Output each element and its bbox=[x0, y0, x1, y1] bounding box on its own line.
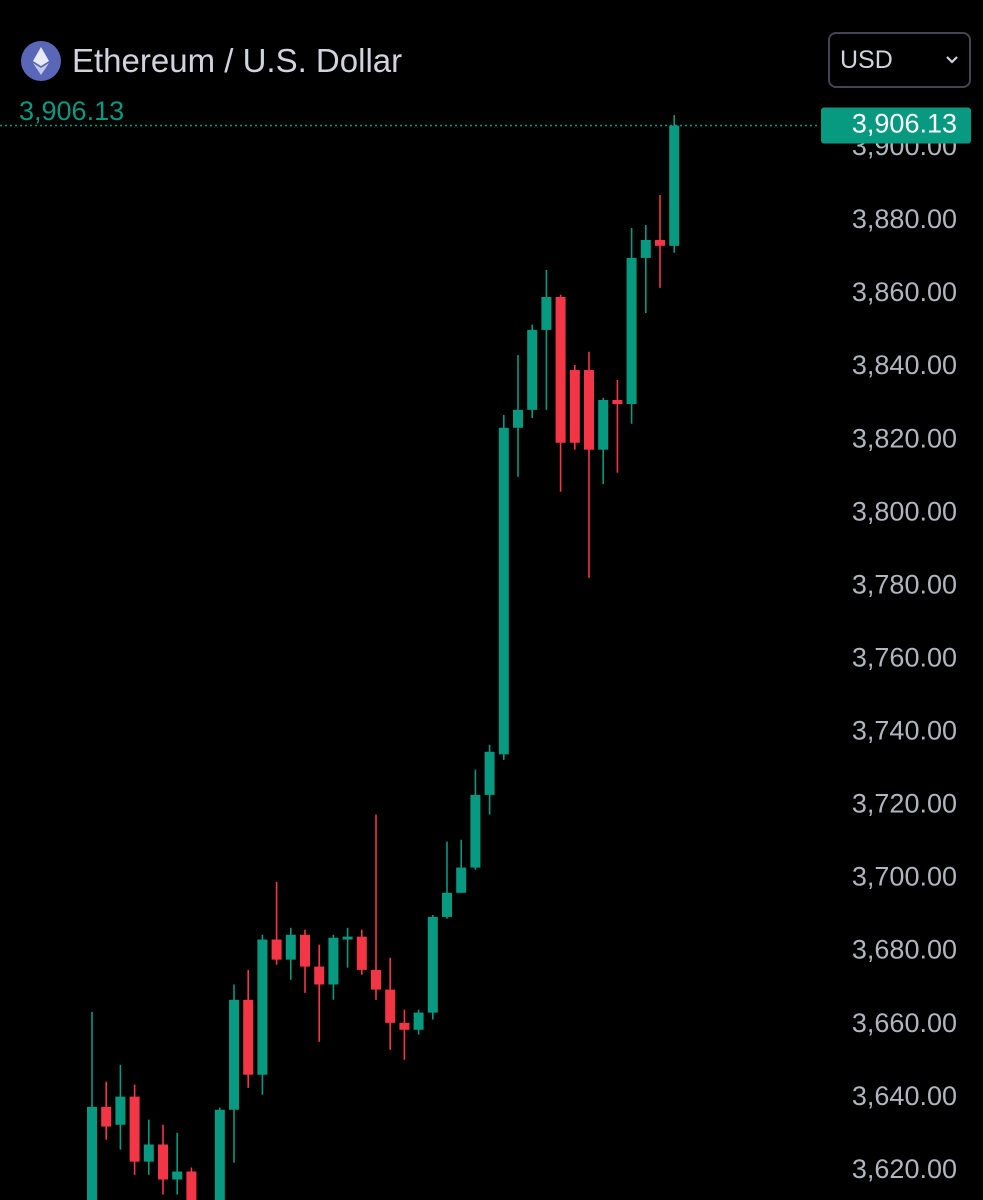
header: Ethereum / U.S. Dollar bbox=[20, 40, 402, 82]
last-price: 3,906.13 bbox=[0, 107, 971, 144]
candle-body bbox=[342, 936, 353, 940]
candle-body bbox=[569, 370, 580, 443]
y-tick-label: 3,760.00 bbox=[852, 642, 957, 672]
candle-body bbox=[172, 1171, 183, 1180]
candle-body bbox=[243, 999, 254, 1075]
candle-body bbox=[442, 892, 452, 917]
candle-body bbox=[87, 1106, 97, 1200]
y-tick-label: 3,680.00 bbox=[852, 935, 957, 965]
candles bbox=[87, 115, 680, 1200]
candle-body bbox=[356, 936, 367, 970]
candle-body bbox=[158, 1144, 168, 1180]
candle-body bbox=[498, 427, 509, 755]
candle-body bbox=[598, 400, 609, 450]
y-tick-label: 3,880.00 bbox=[852, 204, 957, 234]
candle-body bbox=[456, 867, 467, 893]
candle-body bbox=[371, 969, 381, 990]
candle-body bbox=[626, 257, 637, 405]
y-tick-label: 3,860.00 bbox=[852, 277, 957, 307]
candle-body bbox=[555, 296, 566, 443]
candle-body bbox=[413, 1012, 424, 1030]
candle-body bbox=[399, 1022, 410, 1030]
y-tick-label: 3,820.00 bbox=[852, 423, 957, 453]
currency-select[interactable]: USD bbox=[828, 32, 971, 88]
candle-body bbox=[186, 1171, 197, 1200]
candle-body bbox=[470, 794, 481, 868]
y-tick-label: 3,620.00 bbox=[852, 1154, 957, 1184]
candle-body bbox=[214, 1109, 225, 1200]
candle-body bbox=[143, 1144, 154, 1162]
candle-body bbox=[484, 751, 495, 795]
chevron bbox=[946, 56, 958, 64]
y-tick-label: 3,720.00 bbox=[852, 789, 957, 819]
candle-body bbox=[300, 934, 310, 967]
candle-body bbox=[655, 240, 665, 246]
candle-body bbox=[314, 966, 325, 985]
candle-body bbox=[257, 939, 268, 1075]
candle-body bbox=[527, 329, 538, 410]
candle-body bbox=[101, 1106, 112, 1127]
candle-body bbox=[541, 296, 552, 330]
title: Ethereum / U.S. Dollar bbox=[72, 42, 403, 79]
y-tick-label: 3,640.00 bbox=[852, 1081, 957, 1111]
price-axis: 3,620.00 3,640.00 3,660.00 3,680.00 3,700.00… bbox=[822, 131, 957, 1184]
candle-body bbox=[115, 1096, 126, 1125]
y-tick-label: 3,660.00 bbox=[852, 1008, 957, 1038]
candle-body bbox=[669, 125, 680, 246]
y-tick-label: 3,780.00 bbox=[852, 569, 957, 599]
candle-body bbox=[285, 934, 296, 960]
candle-body bbox=[584, 370, 594, 450]
candle-body bbox=[129, 1096, 140, 1162]
y-tick-label: 3,700.00 bbox=[852, 862, 957, 892]
last-price-tag bbox=[821, 107, 971, 144]
y-tick-label: 3,800.00 bbox=[852, 496, 957, 526]
candle-body bbox=[640, 240, 651, 258]
eth-icon bbox=[21, 41, 61, 81]
candle-body bbox=[612, 400, 623, 405]
candle-body bbox=[513, 409, 523, 428]
candle-body bbox=[385, 989, 396, 1023]
candle-body bbox=[328, 937, 339, 985]
candle-body bbox=[271, 939, 282, 960]
candle-body bbox=[427, 916, 438, 1013]
last-price-label: 3,906.13 bbox=[852, 109, 957, 139]
y-tick-label: 3,740.00 bbox=[852, 716, 957, 746]
candle-body bbox=[229, 999, 239, 1110]
currency: USD bbox=[840, 45, 893, 74]
current-price: 3,906.13 bbox=[19, 96, 125, 126]
y-tick-label: 3,840.00 bbox=[852, 350, 957, 380]
